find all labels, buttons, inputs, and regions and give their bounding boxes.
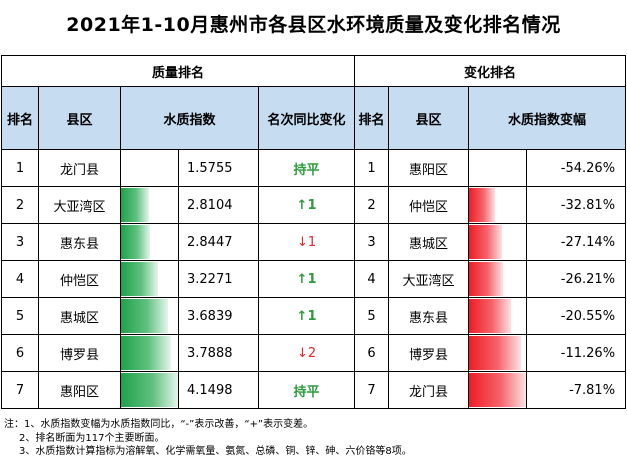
c-rank: 7 [354,371,390,409]
quality-data-bar [121,299,169,333]
q-index-bar [120,334,179,372]
table-row: 1 龙门县 1.5755 持平 1 惠阳区 -54.26% [1,149,627,187]
ranking-table: 质量排名 变化排名 排名 县区 水质指数 名次同比变化 排名 县区 水质指数变幅… [0,55,627,409]
q-rank-change: ↓1 [257,223,356,261]
change-data-bar [469,188,496,222]
quality-data-bar [121,225,150,259]
change-data-bar [469,373,526,407]
q-index-value: 3.7888 [178,334,259,372]
q-index-bar [120,260,179,298]
change-data-bar [469,262,504,296]
c-index-change: -26.21% [526,260,627,298]
c-rank: 2 [354,186,390,224]
c-index-bar [468,260,528,298]
c-district: 博罗县 [388,334,470,372]
note-2: 2、排名断面为117个主要断面。 [19,432,165,444]
c-rank: 4 [354,260,390,298]
col-district2: 县区 [388,86,470,150]
quality-data-bar [121,188,149,222]
c-district: 龙门县 [388,371,470,409]
c-index-bar [468,297,528,335]
c-district: 大亚湾区 [388,260,470,298]
q-rank: 1 [1,149,39,187]
q-rank-change: ↑1 [257,186,356,224]
change-data-bar [469,336,522,370]
c-rank: 5 [354,297,390,335]
c-district: 惠城区 [388,223,470,261]
q-rank-change: ↓2 [257,334,356,372]
q-index-bar [120,371,179,409]
c-index-change: -11.26% [526,334,627,372]
column-header-row: 排名 县区 水质指数 名次同比变化 排名 县区 水质指数变幅 [1,86,627,150]
q-index-value: 3.2271 [178,260,259,298]
q-district: 惠东县 [38,223,121,261]
footnotes: 注：1、水质指数变幅为水质指数同比，“-”表示改善，“+”表示变差。 2、排名断… [4,418,624,459]
q-rank-change: ↑1 [257,297,356,335]
c-district: 惠东县 [388,297,470,335]
table-row: 6 博罗县 3.7888 ↓2 6 博罗县 -11.26% [1,334,627,372]
c-index-change: -7.81% [526,371,627,409]
table-row: 2 大亚湾区 2.8104 ↑1 2 仲恺区 -32.81% [1,186,627,224]
c-index-bar [468,186,528,224]
col-rank2: 排名 [354,86,390,150]
c-index-bar [468,334,528,372]
q-rank: 4 [1,260,39,298]
q-index-bar [120,223,179,261]
q-district: 大亚湾区 [38,186,121,224]
group-header-row: 质量排名 变化排名 [0,55,627,87]
q-index-value: 2.8447 [178,223,259,261]
c-index-bar [468,149,528,187]
q-index-value: 3.6839 [178,297,259,335]
col-index: 水质指数 [120,86,259,150]
q-rank: 5 [1,297,39,335]
table-row: 5 惠城区 3.6839 ↑1 5 惠东县 -20.55% [1,297,627,335]
c-district: 仲恺区 [388,186,470,224]
quality-data-bar [121,373,178,407]
c-index-change: -27.14% [526,223,627,261]
col-rank-change: 名次同比变化 [257,86,356,150]
q-rank-change: 持平 [257,149,356,187]
c-index-change: -20.55% [526,297,627,335]
note-3: 3、水质指数计算指标为溶解氧、化学需氧量、氨氮、总磷、铜、锌、砷、六价铬等8项。 [19,446,412,457]
q-index-bar [120,149,179,187]
group-quality-header: 质量排名 [0,55,356,87]
c-index-bar [468,371,528,409]
q-district: 龙门县 [38,149,121,187]
q-rank: 2 [1,186,39,224]
c-district: 惠阳区 [388,149,470,187]
c-index-bar [468,223,528,261]
change-data-bar [469,299,511,333]
col-district: 县区 [38,86,121,150]
change-data-bar [469,225,503,259]
q-index-bar [120,297,179,335]
q-district: 仲恺区 [38,260,121,298]
quality-data-bar [121,336,171,370]
group-change-header: 变化排名 [354,55,627,87]
c-index-change: -54.26% [526,149,627,187]
q-index-value: 4.1498 [178,371,259,409]
c-rank: 3 [354,223,390,261]
q-index-value: 2.8104 [178,186,259,224]
quality-data-bar [121,262,159,296]
c-rank: 6 [354,334,390,372]
q-rank-change: ↑1 [257,260,356,298]
col-index-change: 水质指数变幅 [468,86,627,150]
note-1: 注：1、水质指数变幅为水质指数同比，“-”表示改善，“+”表示变差。 [4,419,314,430]
page-title: 2021年1-10月惠州市各县区水环境质量及变化排名情况 [66,14,561,36]
q-rank: 3 [1,223,39,261]
q-district: 惠阳区 [38,371,121,409]
q-district: 博罗县 [38,334,121,372]
q-index-value: 1.5755 [178,149,259,187]
q-rank: 6 [1,334,39,372]
q-district: 惠城区 [38,297,121,335]
c-rank: 1 [354,149,390,187]
table-row: 3 惠东县 2.8447 ↓1 3 惠城区 -27.14% [1,223,627,261]
q-rank-change: 持平 [257,371,356,409]
q-index-bar [120,186,179,224]
table-row: 7 惠阳区 4.1498 持平 7 龙门县 -7.81% [1,371,627,409]
table-row: 4 仲恺区 3.2271 ↑1 4 大亚湾区 -26.21% [1,260,627,298]
q-rank: 7 [1,371,39,409]
col-rank: 排名 [1,86,39,150]
c-index-change: -32.81% [526,186,627,224]
